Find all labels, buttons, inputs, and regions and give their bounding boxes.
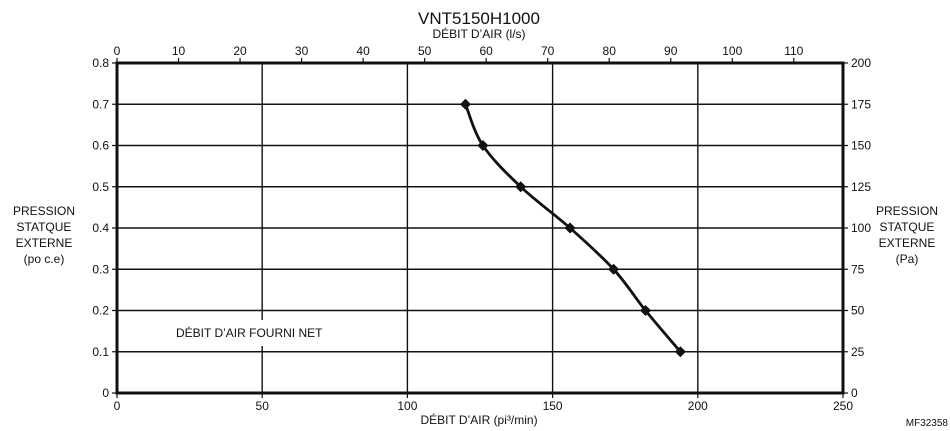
top-tick-label: 90	[664, 44, 678, 58]
top-tick-label: 110	[784, 44, 803, 58]
left-tick-label: 0	[102, 386, 109, 400]
right-tick-label: 50	[851, 304, 865, 318]
left-axis-title: PRESSION STATQUE EXTERNE (po c.e)	[13, 204, 75, 266]
top-tick-label: 50	[418, 44, 432, 58]
bottom-tick-label: 100	[397, 399, 417, 413]
right-tick-label: 25	[851, 345, 865, 359]
top-tick-label: 80	[603, 44, 617, 58]
data-point	[477, 140, 489, 151]
data-series	[459, 98, 686, 358]
left-tick-label: 0.1	[92, 345, 109, 359]
left-axis-title-line: EXTERNE	[16, 236, 73, 250]
left-tick-label: 0.2	[92, 304, 109, 318]
left-axis-title-line: (po c.e)	[24, 252, 65, 266]
left-axis-title-line: STATQUE	[17, 220, 72, 234]
right-axis-title-line: (Pa)	[896, 252, 919, 266]
right-tick-label: 100	[851, 221, 871, 235]
bottom-tick-label: 50	[256, 399, 270, 413]
top-tick-label: 60	[479, 44, 493, 58]
right-axis-title-line: STATQUE	[880, 220, 935, 234]
right-tick-label: 200	[851, 56, 871, 70]
top-tick-label: 20	[233, 44, 247, 58]
right-axis-title-line: PRESSION	[876, 204, 938, 218]
right-tick-label: 75	[851, 262, 865, 276]
left-tick-label: 0.4	[92, 221, 109, 235]
top-tick-label: 0	[114, 44, 121, 58]
bottom-axis-title: DÉBIT D’AIR (pi³/min)	[420, 412, 537, 427]
bottom-tick-label: 0	[114, 399, 121, 413]
right-axis-title: PRESSION STATQUE EXTERNE (Pa)	[876, 204, 938, 266]
left-tick-label: 0.8	[92, 56, 109, 70]
top-axis-title: DÉBIT D’AIR (l/s)	[432, 26, 525, 41]
top-tick-label: 10	[172, 44, 186, 58]
left-tick-label: 0.7	[92, 97, 109, 111]
data-point	[459, 98, 471, 110]
bottom-tick-label: 150	[543, 399, 563, 413]
right-tick-label: 150	[851, 139, 871, 153]
data-point	[674, 346, 686, 358]
annotation-backdrop	[168, 320, 356, 346]
bottom-tick-label: 250	[833, 399, 853, 413]
right-axis-title-line: EXTERNE	[879, 236, 936, 250]
axis-ticks	[112, 58, 848, 398]
data-point	[515, 181, 527, 193]
bottom-tick-label: 200	[688, 399, 708, 413]
left-tick-label: 0.6	[92, 139, 109, 153]
top-tick-label: 30	[295, 44, 309, 58]
left-tick-label: 0.5	[92, 180, 109, 194]
right-tick-label: 175	[851, 97, 871, 111]
left-axis-title-line: PRESSION	[13, 204, 75, 218]
data-point	[640, 305, 652, 316]
chart-title: VNT5150H1000	[418, 9, 540, 28]
right-tick-label: 125	[851, 180, 871, 194]
data-point	[564, 222, 576, 234]
figure-code: MF32358	[906, 418, 949, 429]
left-tick-label: 0.3	[92, 262, 109, 276]
right-tick-label: 0	[851, 386, 858, 400]
top-tick-label: 70	[541, 44, 555, 58]
data-point	[608, 263, 620, 275]
top-tick-label: 40	[356, 44, 370, 58]
annotation-net-airflow: DÉBIT D’AIR FOURNI NET	[176, 325, 323, 340]
top-tick-label: 100	[722, 44, 742, 58]
